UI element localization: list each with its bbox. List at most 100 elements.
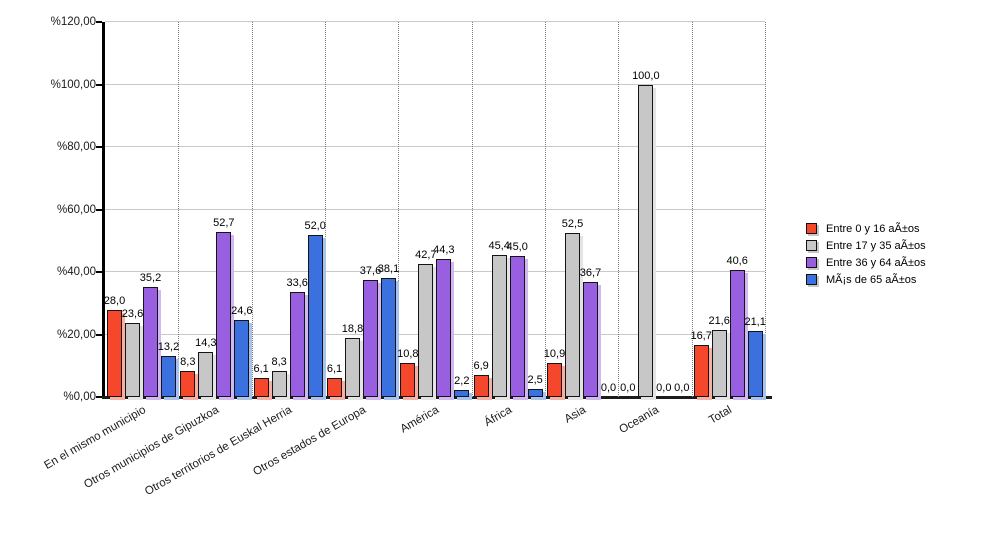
bar-value-label: 100,0 <box>632 69 660 82</box>
y-tick-mark <box>96 271 102 273</box>
bar-value-label: 0,0 <box>656 382 672 394</box>
bar-value-label: 10,8 <box>397 348 419 361</box>
y-tick-label: %0,00 <box>63 391 96 403</box>
y-axis-line <box>102 22 105 399</box>
bar-value-label: 2,5 <box>527 374 543 387</box>
bar-value-label: 13,2 <box>157 340 180 353</box>
bar <box>143 287 158 397</box>
x-tick-label: África <box>482 404 515 430</box>
bar-value-label: 2,2 <box>454 375 470 388</box>
bar-value-label: 36,7 <box>579 267 602 280</box>
bar-value-label: 37,6 <box>359 264 382 277</box>
gridline-y-60 <box>105 208 765 210</box>
gridline-x-separator <box>398 22 400 397</box>
bar-group: 6,1 8,3 33,6 52,0 <box>252 22 326 397</box>
bar <box>565 232 580 397</box>
bar-group: 16,7 21,6 40,6 21,1 <box>690 22 766 397</box>
bar-value-label: 45,4 <box>488 240 510 253</box>
bar <box>307 234 323 397</box>
bar-group: 10,9 52,5 36,7 0,0 <box>543 22 618 397</box>
legend-label: Entre 36 y 64 aÃ±os <box>826 256 926 269</box>
bar-value-label: 6,1 <box>326 362 343 375</box>
gridline-x-separator <box>618 22 620 397</box>
bar-group: 6,9 45,4 45,0 2,5 <box>472 22 545 397</box>
bar <box>345 338 360 397</box>
bar-value-label: 18,8 <box>341 323 364 336</box>
y-tick-label: %40,00 <box>56 266 96 278</box>
bar-value-label: 52,5 <box>561 217 584 230</box>
gridline-y-20 <box>105 333 765 335</box>
bar <box>747 331 763 397</box>
bar <box>271 371 287 397</box>
y-tick-mark <box>96 146 102 148</box>
gridline-x-separator <box>471 22 473 397</box>
legend-label: Entre 17 y 35 aÃ±os <box>826 239 926 252</box>
bar <box>216 232 232 397</box>
legend-label: MÃ¡s de 65 aÃ±os <box>826 273 917 286</box>
bar-value-label: 52,7 <box>213 217 235 230</box>
legend: Entre 0 y 16 aÃ±os Entre 17 y 35 aÃ±os Ent… <box>806 220 926 288</box>
bar-value-label: 6,9 <box>473 360 489 373</box>
bar-value-label: 35,2 <box>139 272 162 284</box>
y-tick-label: %120,00 <box>50 16 96 28</box>
bar <box>729 270 745 397</box>
bar-value-label: 45,0 <box>506 241 528 254</box>
gridline-x-separator <box>325 22 326 397</box>
bar-value-label: 21,6 <box>708 314 730 327</box>
bar-value-label: 23,6 <box>121 308 144 321</box>
bar <box>327 377 342 397</box>
x-tick-label: Otros municipios de Gipuzkoa <box>82 404 221 492</box>
bar-value-label: 14,3 <box>195 337 217 350</box>
bar <box>107 309 122 397</box>
y-tick-mark <box>96 208 102 211</box>
legend-swatch-icon <box>806 257 817 268</box>
bar <box>125 323 140 397</box>
y-tick-label: %100,00 <box>50 78 96 91</box>
plot-area: 28,0 23,6 35,2 13,2 8,3 14,3 52,7 24,6 6,1 8,3 33,… <box>96 21 772 399</box>
bar-value-label: 0,0 <box>600 382 617 394</box>
x-tick-label: Otros estados de Europa <box>250 404 368 479</box>
bar-group: 10,8 42,7 44,3 2,2 <box>397 22 471 397</box>
bar-value-label: 42,7 <box>415 248 437 261</box>
legend-item: Entre 17 y 35 aÃ±os <box>806 237 926 254</box>
legend-item: Entre 0 y 16 aÃ±os <box>806 220 926 237</box>
x-tick-label: América <box>398 404 441 436</box>
bar <box>363 279 378 397</box>
bar-value-label: 21,1 <box>744 316 766 329</box>
bar <box>711 329 727 397</box>
y-tick-mark <box>96 21 102 23</box>
bar-value-label: 8,3 <box>271 356 287 369</box>
bar <box>400 363 416 397</box>
bar <box>693 344 709 397</box>
bar-value-label: 16,7 <box>690 329 712 342</box>
y-tick-mark <box>96 83 102 86</box>
y-tick-mark <box>96 333 102 336</box>
bar-value-label: 38,1 <box>377 262 400 275</box>
bar <box>289 292 305 397</box>
y-axis-labels: %0,00 %20,00 %40,00 %60,00 %80,00 %100,00 %120… <box>0 16 96 403</box>
legend-swatch-icon <box>806 274 817 285</box>
bar-value-label: 0,0 <box>674 382 690 394</box>
bar <box>491 255 507 397</box>
bar-value-label: 24,6 <box>231 305 253 318</box>
gridline-y-100 <box>105 83 765 85</box>
bar-value-label: 52,0 <box>304 219 326 232</box>
bar-group: 8,3 14,3 52,7 24,6 <box>178 22 253 397</box>
y-tick-mark <box>96 396 102 398</box>
bar <box>547 362 562 397</box>
bar-value-label: 8,3 <box>180 356 196 369</box>
bar <box>454 390 470 397</box>
bar <box>381 277 396 397</box>
bar <box>509 256 525 397</box>
x-tick-label: Total <box>707 404 735 427</box>
bar-value-label: 33,6 <box>286 277 308 289</box>
legend-item: MÃ¡s de 65 aÃ±os <box>806 271 926 288</box>
legend-label: Entre 0 y 16 aÃ±os <box>826 222 920 235</box>
bar-group: 0,0 100,0 0,0 0,0 <box>618 22 691 397</box>
bar-value-label: 44,3 <box>433 243 455 256</box>
x-tick-label: Otros territorios de Euskal Herria <box>143 404 295 499</box>
bar <box>638 84 654 397</box>
bar-value-label: 10,9 <box>543 347 566 360</box>
bar <box>253 377 269 397</box>
